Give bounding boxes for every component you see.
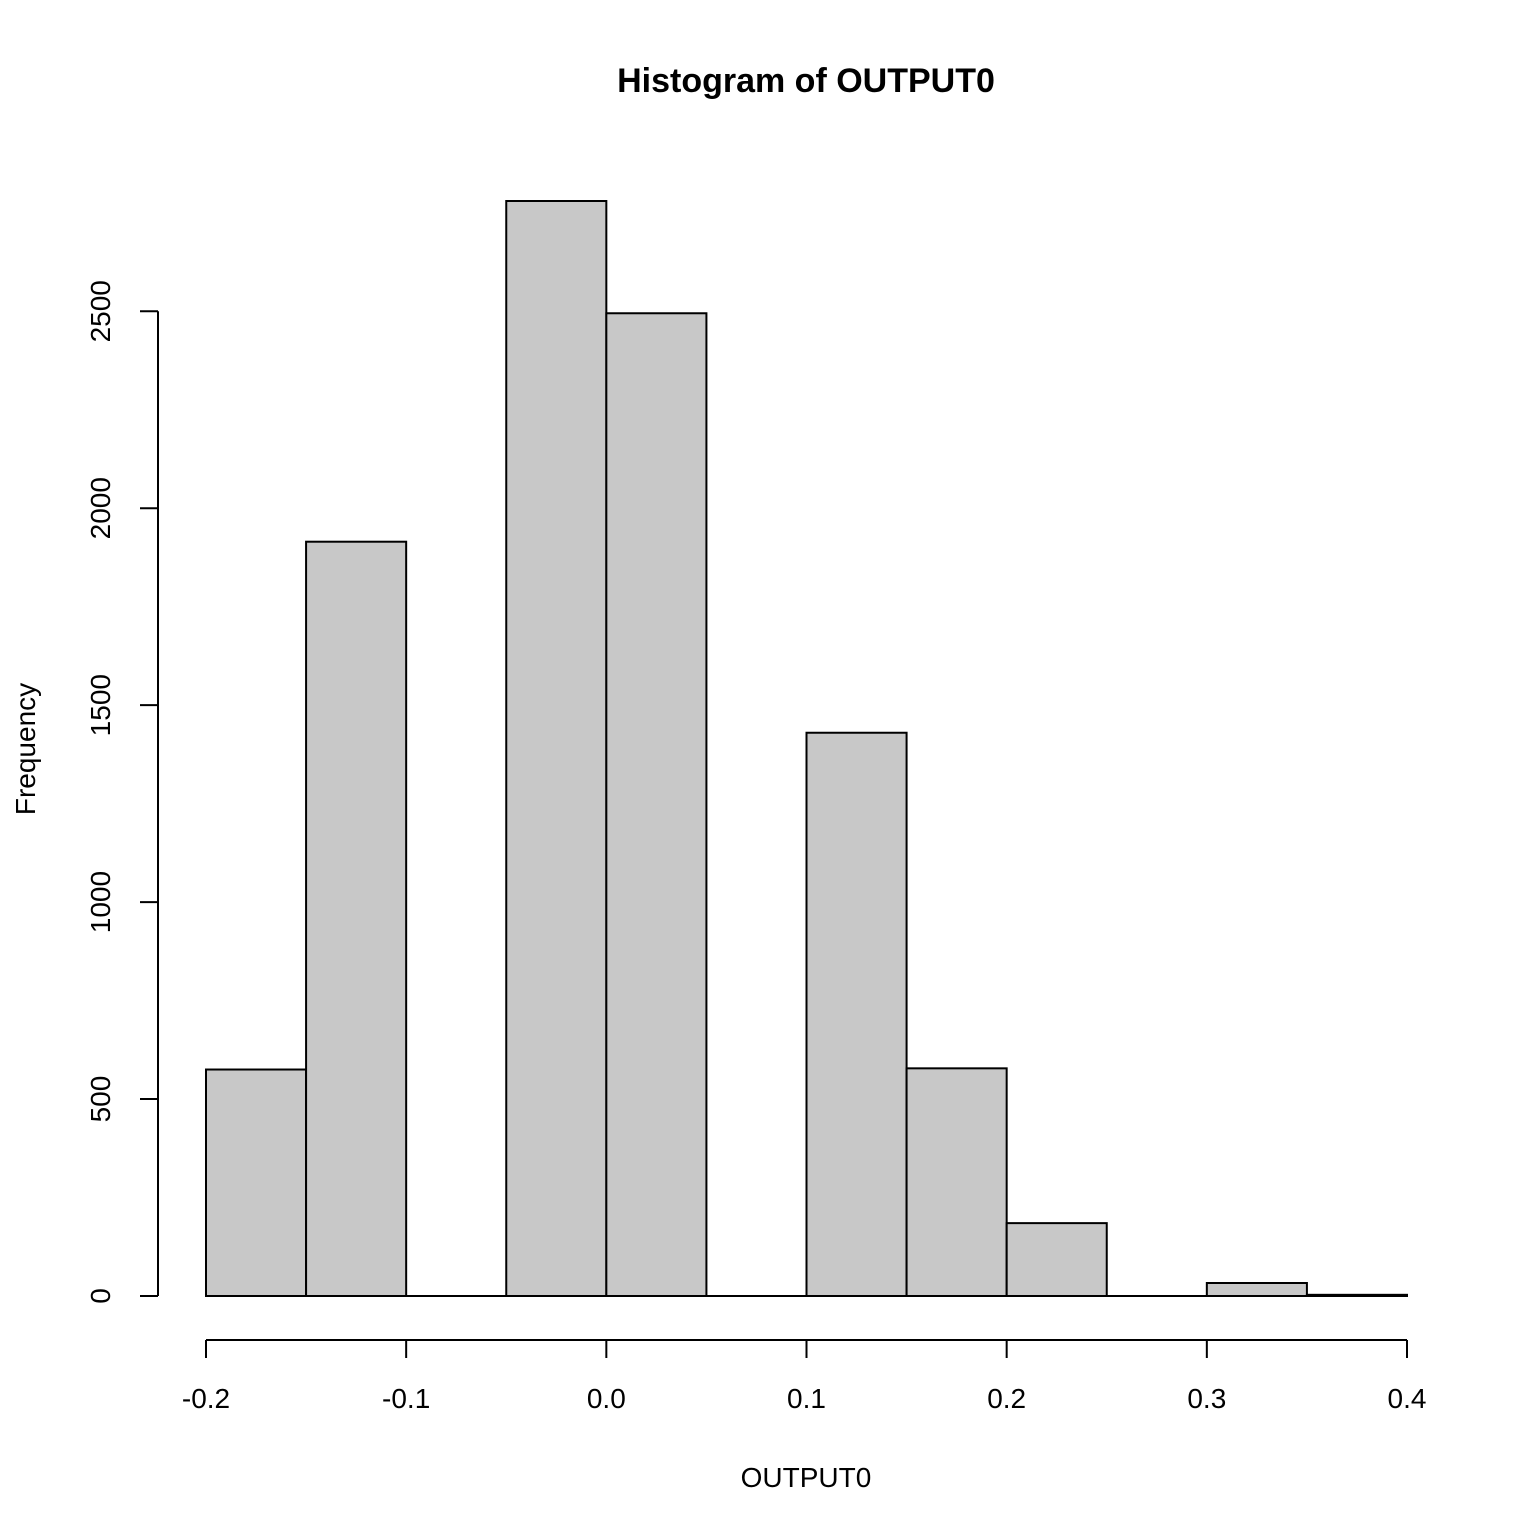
histogram-bar	[1205, 1282, 1308, 1298]
x-tick-label: 0.1	[787, 1383, 826, 1414]
y-tick-label: 2000	[85, 477, 116, 539]
y-tick-label: 0	[85, 1288, 116, 1304]
histogram-bar	[205, 1068, 308, 1298]
x-axis: -0.2 -0.1 0.0 0.1 0.2 0.3 0.4	[182, 1339, 1427, 1414]
histogram-bar	[1305, 1293, 1408, 1298]
x-tick-label: 0.2	[987, 1383, 1026, 1414]
x-tick-label: 0.4	[1388, 1383, 1427, 1414]
histogram-bar	[305, 540, 408, 1297]
x-axis-title: OUTPUT0	[741, 1462, 872, 1493]
y-tick-label: 1000	[85, 871, 116, 933]
histogram-bar	[605, 312, 708, 1297]
bars-group	[205, 200, 1408, 1298]
y-tick-label: 2500	[85, 280, 116, 342]
x-tick-label: 0.3	[1187, 1383, 1226, 1414]
x-tick-label: -0.2	[182, 1383, 230, 1414]
histogram-bar	[505, 200, 608, 1297]
y-axis: 0 500 1000 1500 2000 2500	[85, 280, 159, 1304]
histogram-bar	[805, 731, 908, 1297]
histogram-bar	[1005, 1222, 1108, 1298]
x-tick-label: -0.1	[382, 1383, 430, 1414]
y-tick-label: 1500	[85, 674, 116, 736]
histogram-bar	[905, 1067, 1008, 1297]
chart-title: Histogram of OUTPUT0	[617, 62, 995, 100]
y-tick-label: 500	[85, 1076, 116, 1123]
x-tick-label: 0.0	[587, 1383, 626, 1414]
y-axis-title: Frequency	[10, 683, 41, 815]
